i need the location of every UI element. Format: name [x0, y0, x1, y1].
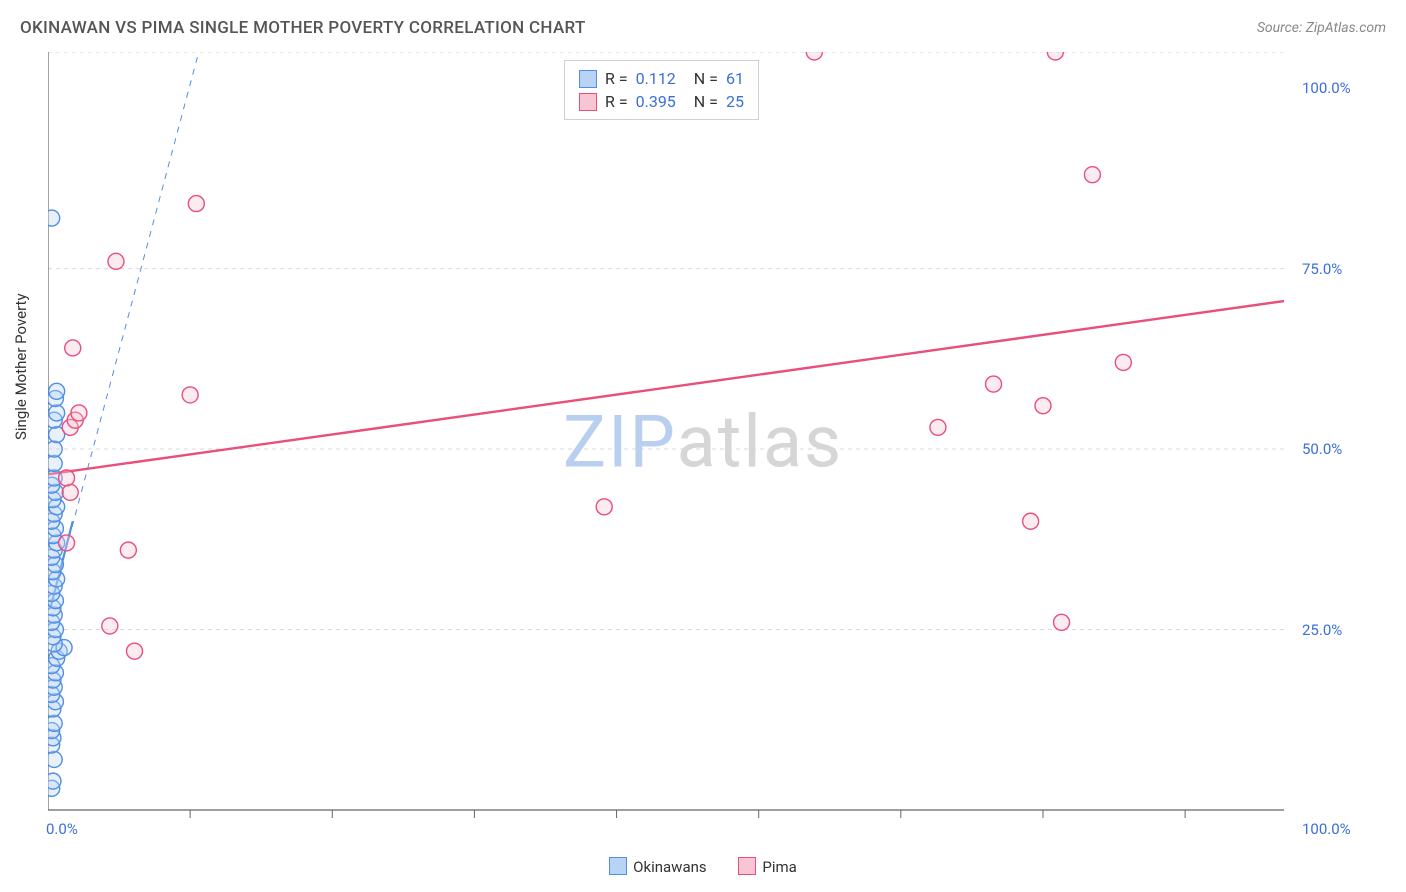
bottom-legend: Okinawans Pima — [0, 857, 1406, 876]
legend-label-pima: Pima — [762, 858, 796, 876]
chart-title: OKINAWAN VS PIMA SINGLE MOTHER POVERTY C… — [20, 18, 586, 38]
scatter-plot — [48, 52, 1374, 832]
r-label: R = — [605, 69, 628, 88]
legend-item-pima: Pima — [738, 858, 796, 876]
n-label: N = — [694, 92, 718, 111]
legend-swatch-okinawans — [609, 857, 627, 875]
r-label: R = — [605, 92, 628, 111]
y-tick-label: 25.0% — [1302, 621, 1342, 639]
legend-swatch-pima — [738, 857, 756, 875]
stats-row-okinawans: R = 0.112 N = 61 — [579, 67, 744, 90]
y-tick-label: 100.0% — [1302, 79, 1351, 97]
r-value-pima: 0.395 — [636, 92, 676, 111]
n-value-pima: 25 — [726, 92, 744, 111]
n-value-okinawans: 61 — [726, 69, 744, 88]
swatch-pima — [579, 93, 597, 111]
legend-label-okinawans: Okinawans — [633, 858, 706, 876]
y-tick-label: 75.0% — [1302, 260, 1342, 278]
stats-legend-box: R = 0.112 N = 61 R = 0.395 N = 25 — [564, 60, 759, 120]
n-label: N = — [694, 69, 718, 88]
r-value-okinawans: 0.112 — [636, 69, 676, 88]
legend-item-okinawans: Okinawans — [609, 858, 710, 876]
swatch-okinawans — [579, 70, 597, 88]
source-attribution: Source: ZipAtlas.com — [1257, 20, 1386, 36]
x-tick-label-right: 100.0% — [1302, 820, 1351, 838]
y-tick-label: 50.0% — [1302, 440, 1342, 458]
x-tick-label-left: 0.0% — [46, 820, 78, 838]
y-axis-label: Single Mother Poverty — [12, 293, 30, 440]
stats-row-pima: R = 0.395 N = 25 — [579, 90, 744, 113]
